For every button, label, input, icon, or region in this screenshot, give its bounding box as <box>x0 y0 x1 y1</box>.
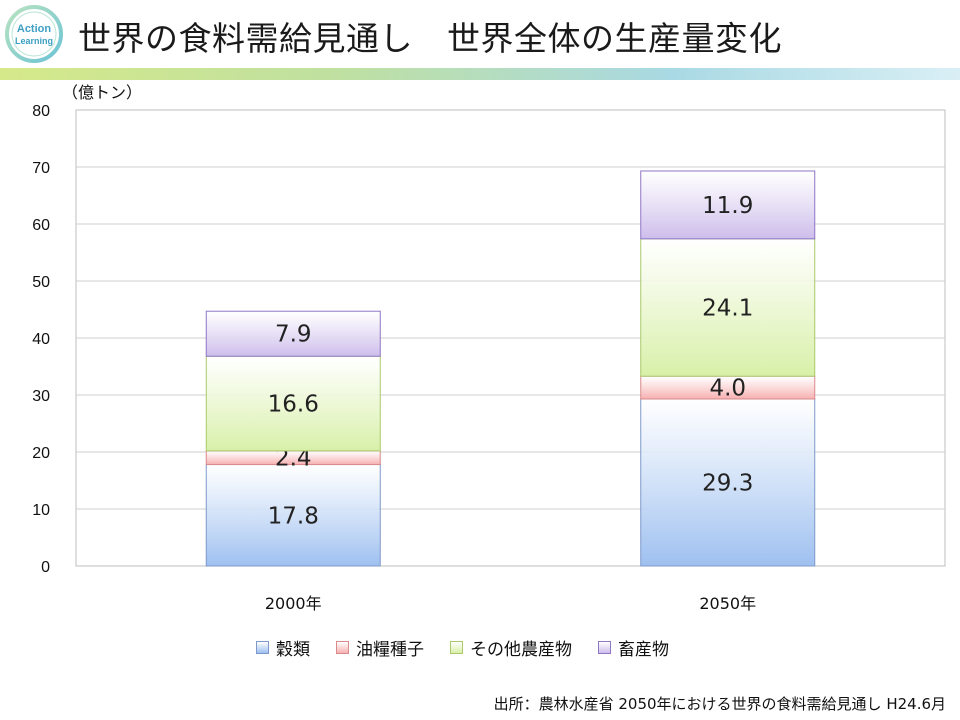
page-title: 世界の食料需給見通し 世界全体の生産量変化 <box>78 12 782 60</box>
x-category-label: 2050年 <box>699 594 756 613</box>
legend-item: その他農産物 <box>450 635 572 660</box>
action-learning-logo: Action Learning <box>5 5 63 63</box>
source-note: 出所：農林水産省 2050年における世界の食料需給見通し H24.6月 <box>493 695 946 713</box>
title-underline <box>0 68 960 80</box>
legend-swatch <box>336 641 349 654</box>
page-title-main: 世界の食料需給見通し <box>78 19 413 58</box>
legend-label: 油糧種子 <box>356 640 424 660</box>
y-tick-label: 70 <box>32 160 50 177</box>
data-label: 7.9 <box>275 322 312 348</box>
legend-swatch <box>450 641 463 654</box>
logo-text-1: Action <box>17 23 52 35</box>
legend-item: 穀類 <box>256 635 310 660</box>
y-tick-label: 60 <box>32 217 50 234</box>
data-label: 17.8 <box>268 503 319 529</box>
legend: 穀類 油糧種子 その他農産物 畜産物 <box>256 635 669 660</box>
data-label: 29.3 <box>702 470 753 496</box>
bars: 17.82.416.67.929.34.024.111.9 <box>205 170 816 567</box>
category-labels: 2000年 2050年 <box>265 594 756 613</box>
y-tick-label: 30 <box>32 388 50 405</box>
y-tick-label: 50 <box>32 274 50 291</box>
data-label: 4.0 <box>709 376 746 402</box>
y-tick-label: 20 <box>32 445 50 462</box>
legend-label: その他農産物 <box>470 640 572 660</box>
data-label: 16.6 <box>268 392 319 418</box>
legend-item: 畜産物 <box>598 635 669 660</box>
bar-segment <box>640 170 816 240</box>
y-tick-label: 10 <box>32 502 50 519</box>
bar-segment <box>640 238 816 377</box>
y-tick-label: 0 <box>41 559 50 576</box>
legend-item: 油糧種子 <box>336 635 424 660</box>
page-title-sub: 世界全体の生産量変化 <box>447 19 782 58</box>
x-category-label: 2000年 <box>265 594 322 613</box>
y-tick-label: 40 <box>32 331 50 348</box>
unit-label: （億トン） <box>62 83 142 102</box>
data-label: 24.1 <box>702 296 753 322</box>
bar-segment <box>640 398 816 567</box>
y-tick-label: 80 <box>32 103 50 120</box>
y-axis-ticks: 0 10 20 30 40 50 60 70 80 <box>32 103 50 576</box>
legend-label: 畜産物 <box>618 640 669 660</box>
logo-text-2: Learning <box>15 36 53 46</box>
legend-label: 穀類 <box>276 640 310 660</box>
legend-swatch <box>598 641 611 654</box>
bar-segment <box>205 355 381 452</box>
legend-swatch <box>256 641 269 654</box>
data-label: 11.9 <box>702 193 753 219</box>
bar-segment <box>205 310 381 357</box>
